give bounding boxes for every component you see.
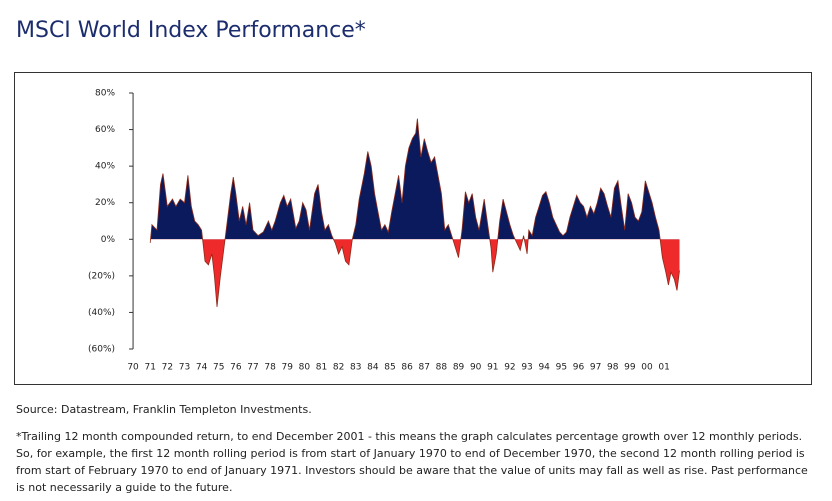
x-tick-label: 01	[658, 363, 669, 373]
x-tick-label: 90	[470, 363, 482, 373]
x-tick-label: 95	[556, 363, 567, 373]
y-tick-label: (60%)	[88, 345, 115, 355]
x-tick-label: 80	[299, 363, 311, 373]
x-tick-label: 93	[521, 363, 532, 373]
y-tick-label: (20%)	[88, 271, 115, 281]
x-tick-label: 84	[367, 363, 379, 373]
x-tick-label: 73	[179, 363, 190, 373]
x-tick-label: 81	[316, 363, 327, 373]
x-tick-label: 70	[127, 363, 139, 373]
area-outline	[149, 118, 680, 307]
x-tick-label: 83	[350, 363, 361, 373]
x-tick-label: 98	[607, 363, 619, 373]
x-tick-label: 97	[590, 363, 601, 373]
x-tick-label: 74	[196, 363, 208, 373]
x-tick-label: 79	[282, 363, 294, 373]
x-tick-label: 72	[162, 363, 173, 373]
x-tick-label: 75	[213, 363, 224, 373]
x-tick-label: 85	[384, 363, 395, 373]
x-tick-label: 78	[264, 363, 276, 373]
y-tick-label: 60%	[95, 125, 115, 135]
footnote: *Trailing 12 month compounded return, to…	[16, 430, 808, 494]
y-tick-label: 40%	[95, 162, 115, 172]
y-tick-label: 20%	[95, 198, 115, 208]
x-tick-label: 86	[401, 363, 413, 373]
x-tick-label: 87	[419, 363, 430, 373]
x-tick-label: 89	[453, 363, 465, 373]
x-tick-label: 92	[504, 363, 515, 373]
area-positive	[150, 118, 661, 240]
x-tick-label: 00	[641, 363, 653, 373]
page-title: MSCI World Index Performance*	[16, 18, 366, 43]
x-tick-label: 71	[144, 363, 155, 373]
x-tick-label: 82	[333, 363, 344, 373]
x-tick-label: 76	[230, 363, 242, 373]
y-tick-label: 80%	[95, 89, 115, 99]
y-tick-label: 0%	[101, 235, 116, 245]
x-tick-label: 88	[436, 363, 448, 373]
source-note: Source: Datastream, Franklin Templeton I…	[16, 403, 312, 416]
x-tick-label: 99	[624, 363, 636, 373]
x-tick-label: 96	[573, 363, 585, 373]
x-tick-label: 94	[538, 363, 550, 373]
x-tick-label: 91	[487, 363, 498, 373]
y-tick-label: (40%)	[88, 308, 115, 318]
chart-frame	[14, 72, 812, 385]
x-tick-label: 77	[247, 363, 258, 373]
